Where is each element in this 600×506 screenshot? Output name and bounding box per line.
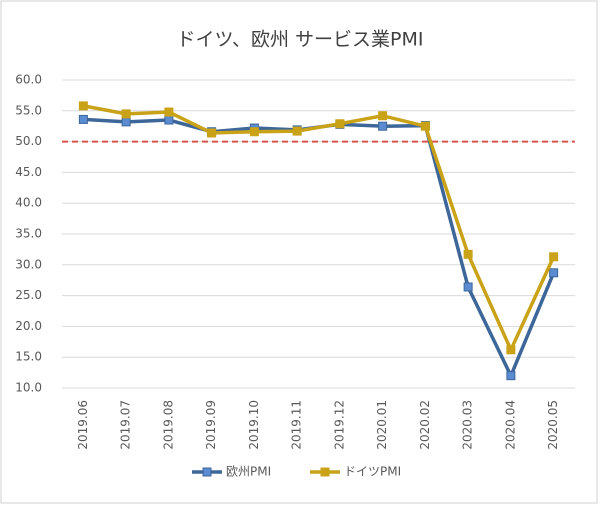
- y-tick-label: 45.0: [15, 165, 42, 179]
- series-line: [83, 104, 556, 355]
- data-point: [549, 268, 559, 278]
- data-point: [463, 249, 473, 259]
- data-point: [420, 121, 430, 131]
- data-point: [335, 119, 345, 129]
- data-point: [164, 115, 174, 125]
- data-point: [164, 107, 174, 117]
- data-point: [121, 109, 131, 119]
- data-point: [463, 282, 473, 292]
- y-tick-label: 25.0: [15, 288, 42, 302]
- data-point: [78, 114, 88, 124]
- chart-title: ドイツ、欧州 サービス業PMI: [177, 29, 424, 51]
- data-point: [506, 371, 516, 381]
- data-point: [207, 128, 217, 138]
- legend-marker: [202, 467, 212, 477]
- x-tick-label: 2020.03: [461, 400, 475, 450]
- x-tick-label: 2020.01: [375, 400, 389, 450]
- data-point: [78, 101, 88, 111]
- x-tick-label: 2019.10: [247, 400, 261, 450]
- y-tick-label: 40.0: [15, 196, 42, 210]
- y-tick-label: 15.0: [15, 350, 42, 364]
- x-tick-label: 2019.09: [204, 400, 218, 450]
- data-point: [249, 127, 259, 137]
- y-tick-label: 50.0: [15, 134, 42, 148]
- data-point: [506, 345, 516, 355]
- y-tick-label: 55.0: [15, 103, 42, 117]
- data-point: [378, 121, 388, 131]
- legend-label: 欧州PMI: [226, 465, 271, 479]
- x-tick-label: 2020.05: [546, 400, 560, 450]
- data-point: [121, 117, 131, 127]
- x-tick-label: 2019.08: [161, 400, 175, 450]
- legend-label: ドイツPMI: [344, 465, 401, 479]
- x-tick-label: 2019.12: [332, 400, 346, 450]
- data-point: [292, 126, 302, 136]
- y-tick-label: 60.0: [15, 73, 42, 87]
- y-tick-label: 20.0: [15, 319, 42, 333]
- x-tick-label: 2019.07: [119, 400, 133, 450]
- y-tick-label: 10.0: [15, 381, 42, 395]
- data-point: [378, 111, 388, 121]
- x-tick-label: 2019.06: [76, 400, 90, 450]
- data-point: [549, 252, 559, 262]
- y-tick-label: 35.0: [15, 227, 42, 241]
- legend-marker: [320, 467, 330, 477]
- x-tick-label: 2019.11: [290, 400, 304, 450]
- x-tick-label: 2020.02: [418, 400, 432, 450]
- y-tick-label: 30.0: [15, 257, 42, 271]
- x-tick-label: 2020.04: [503, 400, 517, 450]
